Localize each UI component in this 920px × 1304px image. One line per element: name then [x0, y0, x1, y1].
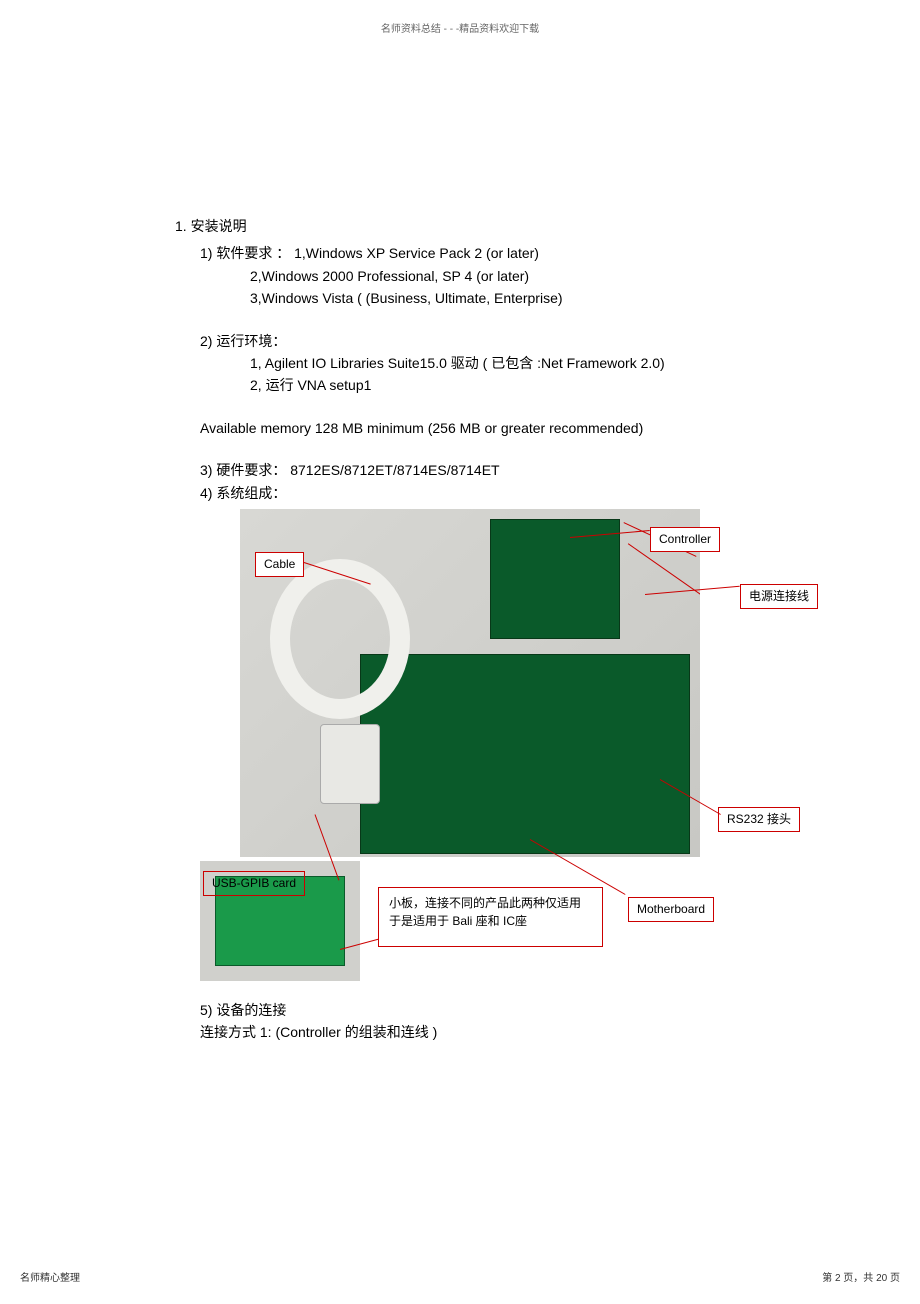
section-name: 安装说明	[191, 218, 247, 234]
section-1-title: 1. 安装说明	[175, 215, 860, 237]
sub1-item1: 1,Windows XP Service Pack 2 (or later)	[294, 245, 539, 261]
main-content: 1. 安装说明 1) 软件要求 ： 1,Windows XP Service P…	[0, 35, 920, 1044]
label-power: 电源连接线	[740, 584, 818, 609]
memory-line: Available memory 128 MB minimum (256 MB …	[200, 417, 860, 439]
sub2-item2: 2, 运行 VNA setup1	[250, 374, 860, 396]
sub2-item1: 1, Agilent IO Libraries Suite15.0 驱动 ( 已…	[250, 352, 860, 374]
subsection-4: 4) 系统组成：	[200, 482, 860, 504]
cable-coil	[270, 559, 410, 719]
subsection-1: 1) 软件要求 ： 1,Windows XP Service Pack 2 (o…	[200, 242, 860, 264]
sub5-text: 连接方式 1: (Controller 的组装和连线 )	[200, 1021, 860, 1043]
label-smallboard: 小板，连接不同的产品此两种仅适用于是适用于 Bali 座和 IC座	[378, 887, 603, 947]
label-motherboard: Motherboard	[628, 897, 714, 922]
motherboard-pcb	[360, 654, 690, 854]
gpib-adapter	[320, 724, 380, 804]
sub3-label: 3) 硬件要求：	[200, 462, 286, 478]
sub1-item2: 2,Windows 2000 Professional, SP 4 (or la…	[250, 265, 860, 287]
system-diagram: Cable Controller 电源连接线 RS232 接头 Motherbo…	[200, 509, 850, 989]
sub2-label: 2) 运行环境：	[200, 333, 286, 349]
subsection-3: 3) 硬件要求： 8712ES/8712ET/8714ES/8714ET	[200, 459, 860, 481]
footer-left: 名师精心整理	[20, 1269, 80, 1284]
controller-board	[490, 519, 620, 639]
header-text: 名师资料总结 - - -精品资料欢迎下载	[381, 24, 539, 35]
subsection-5: 5) 设备的连接 连接方式 1: (Controller 的组装和连线 )	[200, 999, 860, 1044]
subsection-2: 2) 运行环境：	[200, 330, 860, 352]
sub5-label: 5) 设备的连接	[200, 999, 860, 1021]
label-cable: Cable	[255, 552, 304, 577]
footer-right: 第 2 页，共 20 页	[822, 1269, 900, 1284]
sub1-label: 1) 软件要求 ：	[200, 245, 290, 261]
section-number: 1.	[175, 218, 187, 234]
label-controller: Controller	[650, 527, 720, 552]
sub4-label: 4) 系统组成：	[200, 485, 286, 501]
page-header: 名师资料总结 - - -精品资料欢迎下载	[0, 0, 920, 35]
label-usbgpib: USB-GPIB card	[203, 871, 305, 896]
sub1-item3: 3,Windows Vista ( (Business, Ultimate, E…	[250, 287, 860, 309]
sub3-value: 8712ES/8712ET/8714ES/8714ET	[290, 462, 499, 478]
label-rs232: RS232 接头	[718, 807, 800, 832]
main-photo	[240, 509, 700, 857]
